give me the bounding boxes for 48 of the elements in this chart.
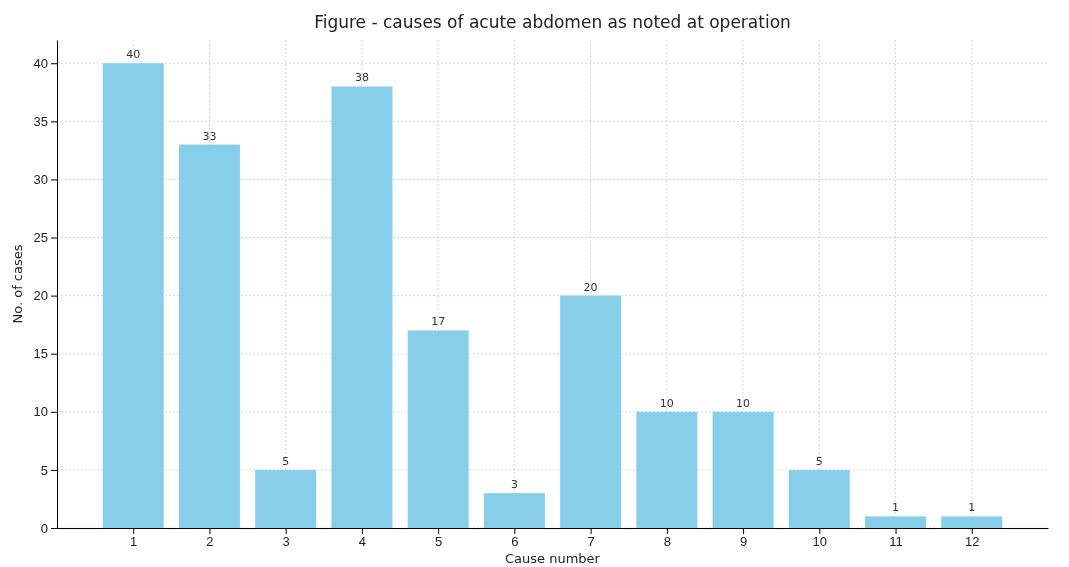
data-label: 38 (354, 71, 369, 85)
bar (407, 330, 469, 528)
data-label: 33 (202, 129, 217, 143)
y-tick-label: 40 (33, 55, 48, 71)
bar (255, 469, 317, 528)
data-label: 5 (282, 454, 290, 468)
x-tick-label: 1 (130, 534, 138, 550)
bar (102, 63, 164, 528)
x-tick-label: 12 (965, 534, 980, 550)
x-tick-label: 11 (889, 534, 903, 550)
x-tick-label: 3 (282, 534, 290, 550)
x-tick-label: 5 (435, 534, 443, 550)
x-tick-label: 7 (587, 534, 595, 550)
data-label: 3 (510, 478, 518, 492)
data-label: 5 (815, 454, 823, 468)
y-tick-label: 5 (40, 462, 48, 478)
bar (865, 516, 927, 528)
y-tick-label: 25 (33, 230, 48, 246)
y-tick-label: 0 (40, 520, 48, 536)
data-label: 20 (583, 280, 598, 294)
bar (636, 411, 698, 528)
y-tick-label: 15 (33, 346, 48, 362)
y-tick-label: 35 (33, 113, 48, 129)
bar (788, 469, 850, 528)
x-axis-title: Cause number (505, 551, 601, 566)
bar (483, 493, 545, 528)
x-tick-label: 9 (739, 534, 748, 550)
x-tick-label: 8 (663, 534, 671, 550)
data-label: 1 (968, 501, 976, 515)
data-label: 10 (659, 396, 674, 410)
bar (560, 295, 622, 528)
x-tick-label: 6 (511, 534, 519, 550)
bar (331, 86, 393, 528)
data-label: 17 (431, 315, 446, 329)
bar (941, 516, 1003, 528)
y-axis-title: No. of cases (10, 244, 25, 324)
data-label: 10 (736, 396, 751, 410)
y-tick-label: 20 (33, 288, 48, 304)
x-tick-label: 2 (206, 534, 214, 550)
bar (178, 144, 240, 528)
data-label: 1 (892, 501, 900, 515)
y-tick-label: 10 (33, 404, 48, 420)
chart-title: Figure - causes of acute abdomen as noted at operation (314, 12, 791, 32)
x-tick-label: 4 (358, 534, 367, 550)
x-tick-label: 10 (812, 534, 828, 550)
data-label: 40 (126, 48, 141, 62)
bar (712, 411, 774, 528)
y-tick-label: 30 (33, 172, 48, 188)
